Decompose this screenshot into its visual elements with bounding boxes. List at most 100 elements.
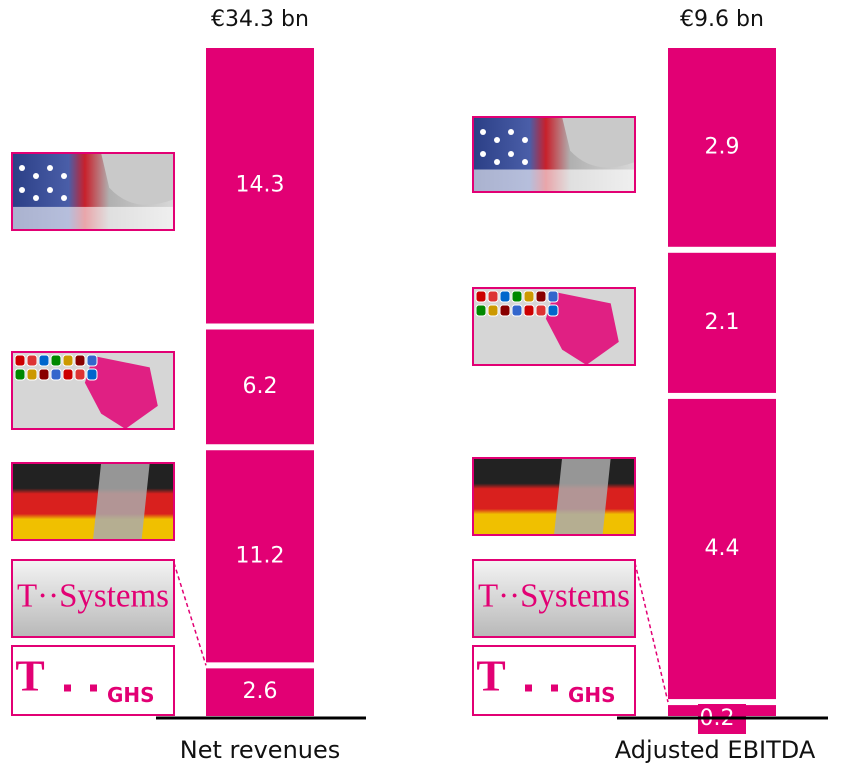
ghs-image: T GHS [472,645,636,716]
flag [475,290,487,303]
haze [12,206,174,230]
image-bg [473,458,635,535]
dot [551,684,558,692]
flag [487,304,499,317]
bar-segment [668,48,776,247]
eu-image [11,351,175,430]
image-border [472,116,636,193]
ts-image: T··Systems [472,559,636,638]
dot [90,684,97,692]
image-bg [12,560,174,637]
star [494,137,500,143]
us-image [11,152,175,231]
flag [62,368,74,381]
dot [64,684,71,692]
star [480,129,486,135]
flag [26,368,38,381]
image-border [11,645,175,716]
flag [487,290,499,303]
image-border [472,287,636,366]
image-border [472,457,636,536]
image-bg [12,646,174,715]
flag [74,368,86,381]
star [19,165,25,171]
flag [499,290,511,303]
flag [547,304,559,317]
map [93,463,150,540]
logo-text: T··Systems [17,577,169,614]
map [554,458,611,535]
logo-ghs: GHS [107,683,155,707]
star [522,137,528,143]
image-border [11,152,175,231]
haze [473,169,635,192]
logo-t: T [476,652,505,701]
star [19,187,25,193]
star [33,173,39,179]
star [33,195,39,201]
ts-image: T··Systems [11,559,175,638]
logo-t: T [15,652,44,701]
x-axis-label: Adjusted EBITDA [615,736,816,764]
star [61,173,67,179]
segment-label: 2.1 [705,310,740,335]
us-image [472,116,636,193]
flag [86,368,98,381]
star [61,195,67,201]
image-bg [473,560,635,637]
logo-ghs: GHS [568,683,616,707]
star [508,129,514,135]
image-bg [12,463,174,540]
eu-image [472,287,636,366]
image-border [11,462,175,541]
image-border [11,351,175,430]
flag [86,354,98,367]
bar-segment [206,329,314,445]
map [101,153,174,205]
segment-label: 2.9 [705,134,740,159]
leader-line [634,562,669,703]
ghs-image: T GHS [11,645,175,716]
flag [535,290,547,303]
map [545,291,619,365]
map [562,117,635,168]
de-image [472,457,636,536]
flag [14,354,26,367]
image-bg [473,646,635,715]
image-border [472,559,636,638]
flag [535,304,547,317]
logo-text: T··Systems [478,577,630,614]
segment-label: 4.4 [705,536,740,561]
flag [547,290,559,303]
flag [26,354,38,367]
flag [38,354,50,367]
flag [499,304,511,317]
segment-label: 11.2 [236,543,285,568]
flag [14,368,26,381]
bar-segment [668,252,776,393]
image-border [11,559,175,638]
flag [523,304,535,317]
leader-line [173,562,207,666]
flag [511,304,523,317]
star [494,159,500,165]
star [47,165,53,171]
dot [525,684,532,692]
map [84,355,158,429]
x-axis-label: Net revenues [180,736,341,764]
bar-segment [206,668,314,716]
segment-label: 2.6 [243,679,278,704]
bar-segment [206,450,314,663]
flag [475,304,487,317]
flag [50,354,62,367]
flag [511,290,523,303]
star [480,151,486,157]
star [508,151,514,157]
flag [523,290,535,303]
de-image [11,462,175,541]
star [47,187,53,193]
segment-label: 14.3 [236,173,285,198]
segment-label: 6.2 [243,374,278,399]
flag [38,368,50,381]
